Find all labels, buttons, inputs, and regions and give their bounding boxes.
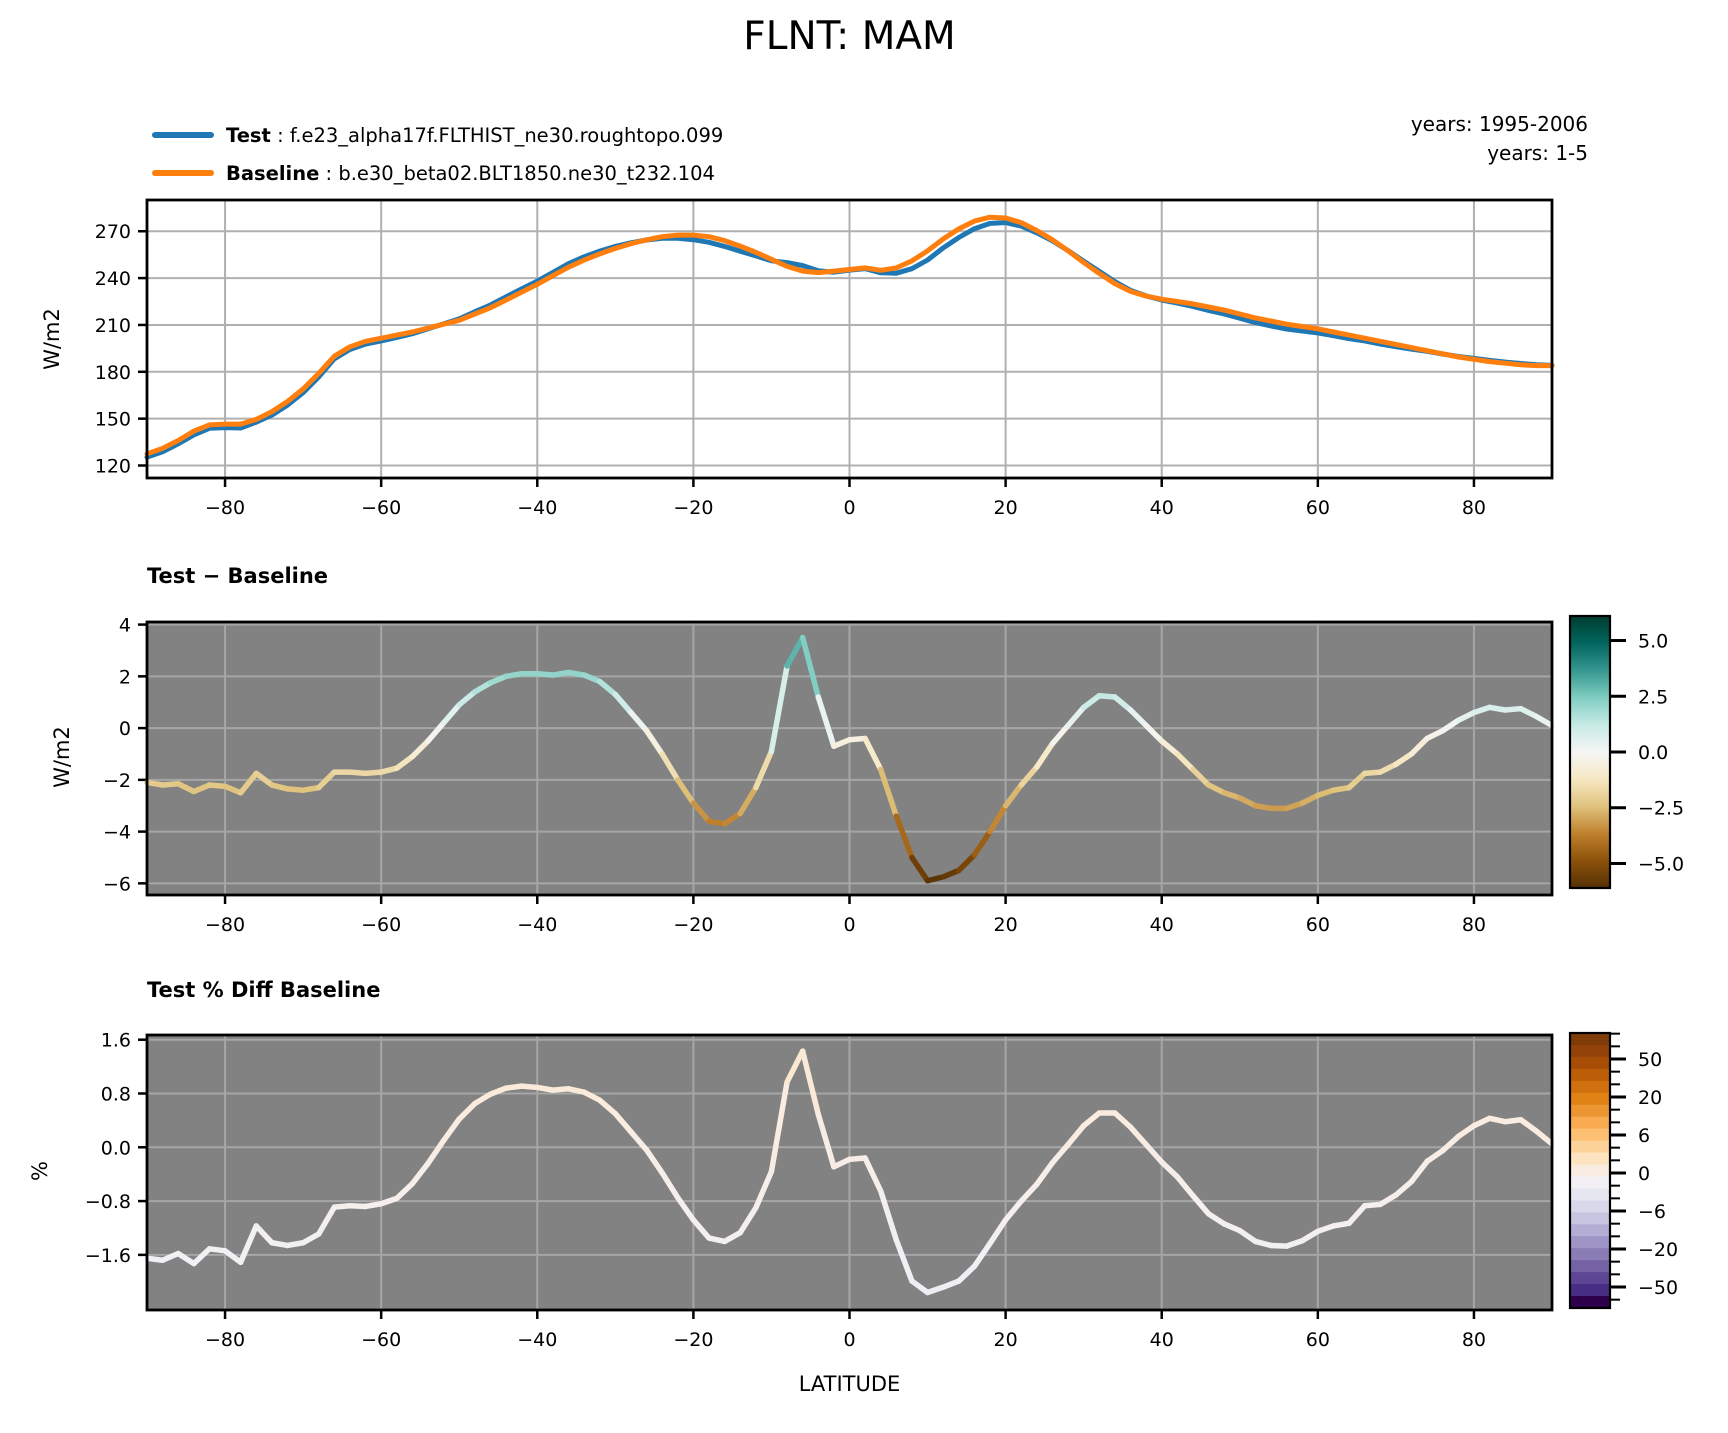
svg-text:−80: −80 <box>205 1329 245 1351</box>
pct-panel-title: Test % Diff Baseline <box>147 978 381 1002</box>
svg-text:120: 120 <box>95 456 131 478</box>
svg-text:240: 240 <box>95 268 131 290</box>
svg-text:1.6: 1.6 <box>101 1030 131 1052</box>
pct-plot: −80 −60 −40 −20 0 20 40 60 801.60.80.0−0.8−1.650… <box>85 1030 1678 1351</box>
svg-text:40: 40 <box>1150 497 1174 519</box>
legend-row-test: Test : f.e23_alpha17f.FLTHIST_ne30.rough… <box>152 122 723 148</box>
svg-text:0: 0 <box>1638 1163 1650 1185</box>
svg-text:−80: −80 <box>205 914 245 936</box>
years-baseline-text: years: 1-5 <box>1487 141 1588 165</box>
svg-text:−20: −20 <box>673 497 713 519</box>
x-axis-label: LATITUDE <box>798 1372 901 1396</box>
svg-text:−40: −40 <box>517 1329 557 1351</box>
svg-text:−60: −60 <box>361 497 401 519</box>
years-test-text: years: 1995-2006 <box>1410 112 1588 136</box>
svg-text:0.0: 0.0 <box>1638 742 1668 764</box>
baseline-line-swatch <box>152 170 214 176</box>
svg-text:60: 60 <box>1306 1329 1330 1351</box>
svg-text:50: 50 <box>1638 1049 1662 1071</box>
svg-text:−80: −80 <box>205 497 245 519</box>
svg-text:150: 150 <box>95 409 131 431</box>
legend-test-separator: : <box>270 123 290 147</box>
svg-text:−6: −6 <box>1638 1201 1666 1223</box>
years-annotation: years: 1995-2006 years: 1-5 <box>1411 110 1588 168</box>
diff-panel-title: Test − Baseline <box>147 564 329 588</box>
svg-text:−50: −50 <box>1638 1277 1678 1299</box>
svg-text:40: 40 <box>1150 914 1174 936</box>
svg-text:80: 80 <box>1462 914 1486 936</box>
svg-text:0: 0 <box>843 497 855 519</box>
figure-title: FLNT: MAM <box>743 14 956 59</box>
svg-text:−40: −40 <box>517 497 557 519</box>
svg-text:−2: −2 <box>103 770 131 792</box>
svg-text:−20: −20 <box>673 1329 713 1351</box>
legend-baseline-label: Baseline <box>226 161 320 185</box>
svg-text:−6: −6 <box>103 873 131 895</box>
svg-text:0: 0 <box>843 914 855 936</box>
svg-text:6: 6 <box>1638 1125 1650 1147</box>
legend-test-run: f.e23_alpha17f.FLTHIST_ne30.roughtopo.09… <box>289 123 724 147</box>
svg-text:60: 60 <box>1306 497 1330 519</box>
svg-text:20: 20 <box>994 914 1018 936</box>
svg-text:5.0: 5.0 <box>1638 631 1668 653</box>
svg-text:−5.0: −5.0 <box>1638 853 1684 875</box>
svg-text:40: 40 <box>1150 1329 1174 1351</box>
svg-text:180: 180 <box>95 362 131 384</box>
test-line-swatch <box>152 132 214 138</box>
svg-text:270: 270 <box>95 221 131 243</box>
svg-text:−20: −20 <box>1638 1239 1678 1261</box>
svg-text:4: 4 <box>119 615 131 637</box>
legend-baseline-run: b.e30_beta02.BLT1850.ne30_t232.104 <box>338 161 715 185</box>
svg-text:−0.8: −0.8 <box>85 1191 131 1213</box>
svg-text:−40: −40 <box>517 914 557 936</box>
svg-text:0.8: 0.8 <box>101 1083 131 1105</box>
svg-text:2: 2 <box>119 666 131 688</box>
svg-text:80: 80 <box>1462 1329 1486 1351</box>
svg-text:2.5: 2.5 <box>1638 686 1668 708</box>
svg-text:−60: −60 <box>361 914 401 936</box>
svg-text:20: 20 <box>1638 1087 1662 1109</box>
legend-row-baseline: Baseline : b.e30_beta02.BLT1850.ne30_t23… <box>152 160 715 186</box>
top-plot: −80 −60 −40 −20 0 20 40 60 80 120 150 180 210 240 270 <box>95 198 1555 519</box>
svg-text:0.0: 0.0 <box>101 1137 131 1159</box>
svg-text:−60: −60 <box>361 1329 401 1351</box>
diff-plot: −80 −60 −40 −20 0 20 40 60 80420−2−4−65.02.50.0−… <box>103 615 1684 936</box>
svg-text:−1.6: −1.6 <box>85 1245 131 1267</box>
svg-text:80: 80 <box>1462 497 1486 519</box>
svg-text:20: 20 <box>994 1329 1018 1351</box>
svg-text:−4: −4 <box>103 822 131 844</box>
svg-text:−2.5: −2.5 <box>1638 798 1684 820</box>
legend-baseline-separator: : <box>319 161 339 185</box>
svg-text:0: 0 <box>843 1329 855 1351</box>
svg-text:60: 60 <box>1306 914 1330 936</box>
svg-text:210: 210 <box>95 315 131 337</box>
svg-text:−20: −20 <box>673 914 713 936</box>
svg-text:0: 0 <box>119 718 131 740</box>
legend-test-label: Test <box>226 123 271 147</box>
svg-text:20: 20 <box>994 497 1018 519</box>
